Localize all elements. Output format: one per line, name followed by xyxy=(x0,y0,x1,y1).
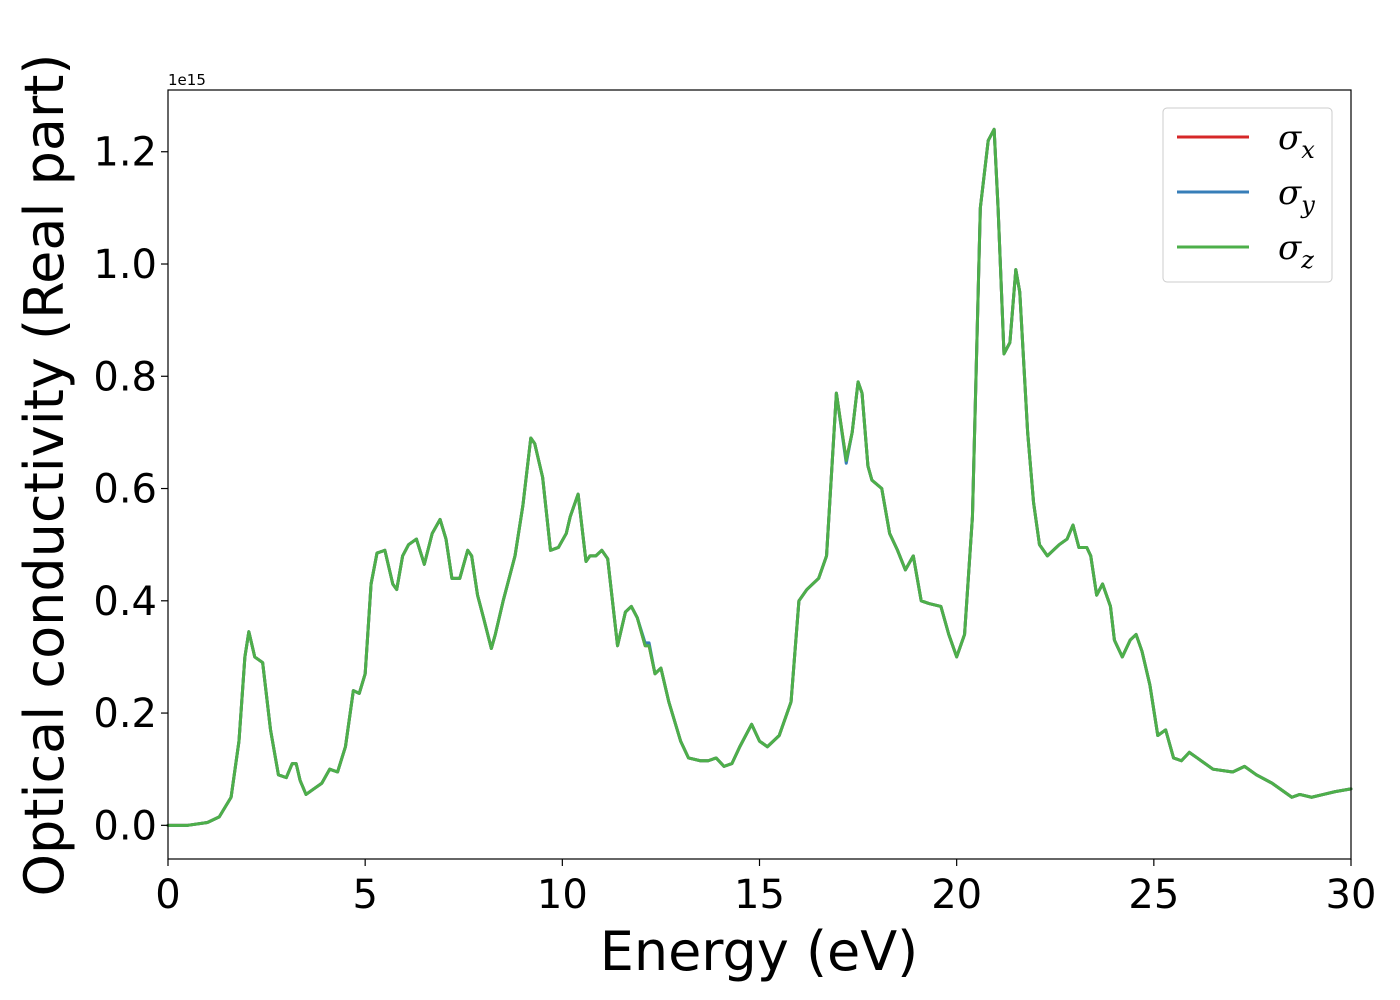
y-tick-label: 0.6 xyxy=(93,467,157,513)
x-tick-label: 0 xyxy=(155,872,180,918)
y-axis-title: Optical conductivity (Real part) xyxy=(13,54,76,897)
x-axis-title: Energy (eV) xyxy=(600,920,919,983)
x-tick-label: 30 xyxy=(1326,872,1377,918)
series-line-z xyxy=(166,127,1353,827)
x-tick-label: 25 xyxy=(1128,872,1179,918)
y-tick-label: 1.0 xyxy=(93,242,157,288)
y-tick-label: 0.4 xyxy=(93,579,157,625)
x-tick-label: 10 xyxy=(537,872,588,918)
x-axis-ticks: 0 5 10 15 20 25 30 xyxy=(155,859,1376,918)
y-tick-label: 1.2 xyxy=(93,130,157,176)
x-tick-label: 5 xyxy=(352,872,377,918)
legend-frame xyxy=(1162,107,1333,283)
y-tick-label: 0.0 xyxy=(93,803,157,849)
x-tick-label: 20 xyxy=(931,872,982,918)
y-tick-label: 0.8 xyxy=(93,354,157,400)
x-tick-label: 15 xyxy=(734,872,785,918)
series-layer xyxy=(166,127,1353,827)
y-offset-label: 1e15 xyxy=(168,71,206,89)
y-tick-label: 0.2 xyxy=(93,691,157,737)
y-axis-ticks: 0.0 0.2 0.4 0.6 0.8 1.0 1.2 xyxy=(93,130,168,849)
